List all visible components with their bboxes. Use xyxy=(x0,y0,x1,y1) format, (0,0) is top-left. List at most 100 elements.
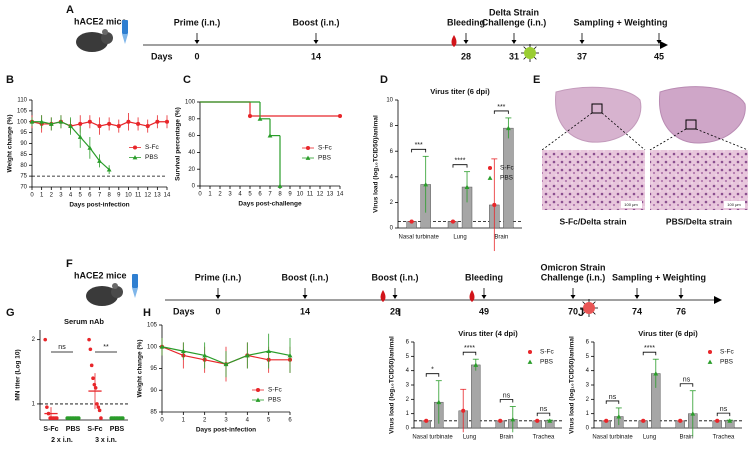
y-tick-label: 100 xyxy=(147,344,158,350)
x-tick-label: Lung xyxy=(463,435,476,441)
significance-label: **** xyxy=(455,158,466,165)
timeline-arrowhead xyxy=(660,41,668,49)
y-tick-label: 60 xyxy=(188,133,195,139)
data-point xyxy=(92,382,97,387)
marker xyxy=(527,359,533,364)
data-point xyxy=(97,408,102,413)
x-tick-label: Nasal turbinate xyxy=(592,435,633,441)
x-tick-label: 4 xyxy=(238,192,242,198)
panel-label: B xyxy=(6,74,14,86)
marker xyxy=(461,408,466,413)
event-label: Prime (i.n.) xyxy=(174,17,221,27)
y-tick-label: 8 xyxy=(390,123,394,129)
significance-bracket xyxy=(411,148,427,153)
significance-bracket xyxy=(425,373,440,377)
lung-overview xyxy=(555,86,642,143)
marker xyxy=(492,202,497,208)
panel-label: J xyxy=(578,307,584,319)
inset-box xyxy=(591,103,603,114)
legend-label: S-Fc xyxy=(268,387,282,394)
significance-bracket xyxy=(452,164,468,168)
event-label: Sampling + Weighting xyxy=(612,272,706,282)
x-tick-label: 5 xyxy=(267,418,271,424)
marker xyxy=(287,353,293,358)
day-label: 31 xyxy=(509,51,519,61)
x-tick-label: 14 xyxy=(164,193,171,199)
chart-title: Virus titer (6 dpi) xyxy=(430,87,490,96)
event-arrowhead xyxy=(215,295,221,299)
x-tick-label: S-Fc xyxy=(43,426,58,433)
x-tick-label: 2 xyxy=(203,418,207,424)
significance-bracket xyxy=(536,412,551,417)
x-tick-label: 11 xyxy=(307,192,314,198)
marker xyxy=(690,411,696,416)
data-point xyxy=(89,363,94,368)
significance-label: ns xyxy=(58,344,66,351)
x-tick-label: 10 xyxy=(125,193,132,199)
event-label: Bleeding xyxy=(465,272,503,282)
y-tick-label: 20 xyxy=(188,167,195,173)
day-label: 74 xyxy=(632,306,642,316)
marker xyxy=(707,359,713,364)
y-tick-label: 4 xyxy=(390,174,394,180)
marker xyxy=(305,155,311,160)
panel-label: C xyxy=(183,74,191,86)
event-label: Challenge (i.n.) xyxy=(541,272,606,282)
x-tick-label: 9 xyxy=(117,193,121,199)
marker xyxy=(97,158,102,163)
day-label: 45 xyxy=(654,51,664,61)
y-tick-label: 2 xyxy=(406,397,410,403)
y-tick-label: 1 xyxy=(32,402,36,408)
marker xyxy=(487,175,493,180)
significance-label: ** xyxy=(103,344,109,351)
x-tick-label: 3 xyxy=(228,192,232,198)
y-tick-label: 75 xyxy=(20,174,27,180)
x-tick-label: 0 xyxy=(30,193,34,199)
group-label: 3 x i.n. xyxy=(95,437,117,444)
marker xyxy=(473,362,479,367)
event-arrowhead xyxy=(313,40,319,44)
x-tick-label: 1 xyxy=(182,418,186,424)
x-tick-label: 6 xyxy=(258,192,262,198)
marker xyxy=(244,353,250,358)
day-label: 14 xyxy=(300,306,310,316)
x-tick-label: 2 xyxy=(218,192,222,198)
legend-label: S-Fc xyxy=(145,144,159,151)
y-tick-label: 2 xyxy=(586,397,590,403)
y-tick-label: 80 xyxy=(188,116,195,122)
legend-label: PBS xyxy=(540,359,554,366)
marker xyxy=(136,121,141,126)
pipette-icon xyxy=(132,274,138,288)
significance-bracket xyxy=(642,351,657,356)
marker xyxy=(535,418,540,423)
scale-bar xyxy=(724,201,745,208)
marker xyxy=(266,348,272,354)
pipette-icon xyxy=(122,20,128,34)
event-arrowhead xyxy=(511,40,517,44)
y-tick-label: 0 xyxy=(390,226,394,232)
x-tick-label: PBS xyxy=(110,426,125,433)
x-tick-label: Trachea xyxy=(713,435,735,441)
x-tick-label: Nasal turbinate xyxy=(412,435,453,441)
event-arrowhead xyxy=(579,40,585,44)
x-tick-label: 1 xyxy=(208,192,212,198)
x-tick-label: 13 xyxy=(327,192,334,198)
x-tick-label: 2 xyxy=(50,193,54,199)
y-tick-label: 2 xyxy=(390,200,394,206)
event-label: Boost (i.n.) xyxy=(293,17,340,27)
y-tick-label: 105 xyxy=(147,323,158,329)
event-arrowhead xyxy=(678,295,684,299)
marker xyxy=(409,219,414,224)
y-axis-label: Weight change (%) xyxy=(137,339,144,397)
marker xyxy=(505,125,511,131)
legend-label: PBS xyxy=(500,175,514,182)
axis-label: Days xyxy=(151,51,173,61)
y-axis-label: Virus load (log₁₀TCID50)/animal xyxy=(373,115,380,213)
marker xyxy=(247,113,253,119)
event-arrowhead xyxy=(194,40,200,44)
chart-title: Virus titer (6 dpi) xyxy=(638,329,698,338)
panel-label: D xyxy=(380,74,388,86)
panel-label: A xyxy=(66,4,74,16)
x-tick-label: 6 xyxy=(288,418,292,424)
